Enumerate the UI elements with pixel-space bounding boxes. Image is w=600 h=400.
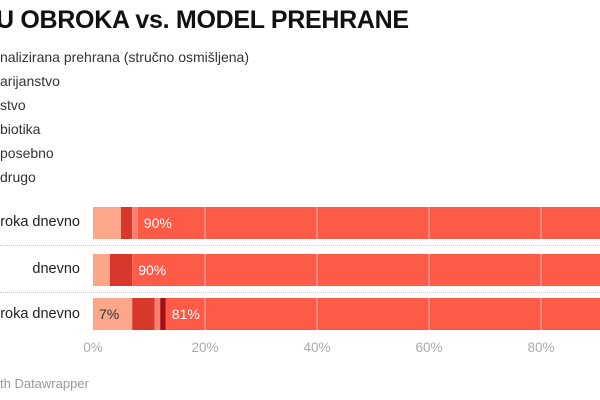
row-separator — [0, 245, 600, 246]
legend-item: posebno — [0, 145, 54, 161]
bar-segment — [154, 298, 161, 330]
bar-segment — [165, 298, 600, 330]
bar-segment — [132, 207, 138, 239]
x-tick-label: 80% — [527, 340, 555, 355]
bar-value-label: 81% — [172, 306, 200, 322]
bar-segment — [93, 254, 110, 286]
x-tick-label: 60% — [415, 340, 443, 355]
bar-value-label: 7% — [99, 306, 119, 322]
legend-item: nalizirana prehrana (stručno osmišljena) — [0, 49, 250, 65]
legend-item: arijanstvo — [0, 73, 60, 89]
legend-item: drugo — [0, 169, 36, 185]
chart-title: U OBROKA vs. MODEL PREHRANE — [0, 6, 409, 34]
bar-segment — [93, 207, 121, 239]
bar-segment — [137, 207, 600, 239]
footer-credit: th Datawrapper — [0, 376, 89, 391]
bar-segment — [109, 254, 133, 286]
bar-segment — [93, 298, 133, 330]
row-label: roka dnevno — [0, 214, 80, 230]
row-separator — [0, 292, 600, 293]
bar-segment — [121, 207, 133, 239]
bar-value-label: 90% — [138, 262, 166, 278]
x-tick-label: 40% — [303, 340, 331, 355]
x-tick-label: 0% — [83, 340, 103, 355]
legend-item: biotika — [0, 121, 41, 137]
bar-segment — [132, 298, 155, 330]
x-tick-label: 20% — [191, 340, 219, 355]
bar-segment — [160, 298, 166, 330]
bar-segment — [132, 254, 600, 286]
legend-item: stvo — [0, 97, 26, 113]
row-label: oroka dnevno — [0, 306, 80, 322]
row-label: dnevno — [32, 261, 80, 277]
bar-value-label: 90% — [144, 215, 172, 231]
